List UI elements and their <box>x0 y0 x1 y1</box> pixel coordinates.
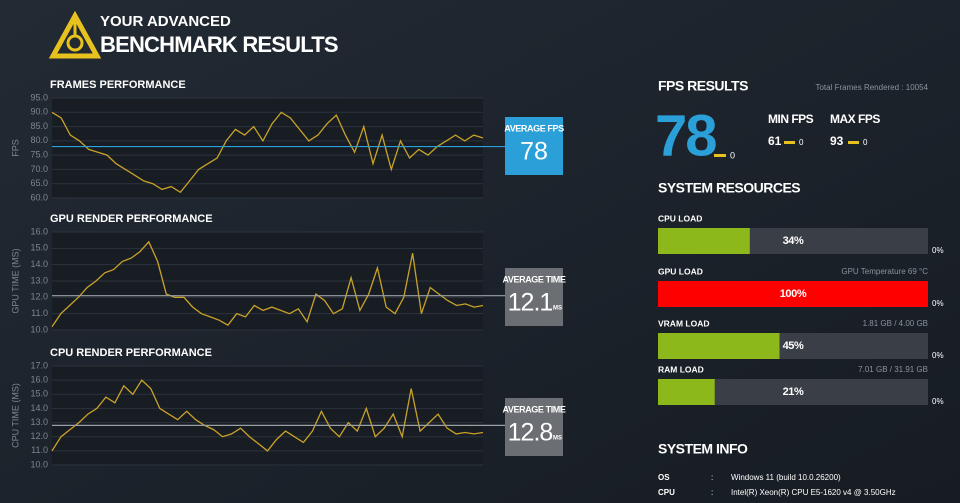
bar-value-label: 45% <box>783 340 804 352</box>
y-axis-label: CPU TIME (MS) <box>10 383 20 448</box>
y-tick-label: 70.0 <box>30 164 48 174</box>
plot-area <box>52 366 483 465</box>
info-label: OS <box>658 473 670 482</box>
min-fps: 61 <box>768 134 782 148</box>
resource-label: RAM LOAD <box>658 364 704 374</box>
y-tick-label: 60.0 <box>30 192 48 202</box>
header-line1: YOUR ADVANCED <box>100 13 231 30</box>
average-label: AVERAGE TIME <box>502 404 565 414</box>
bar <box>658 333 780 359</box>
y-tick-label: 16.0 <box>30 375 48 385</box>
chart-title: FRAMES PERFORMANCE <box>50 79 186 91</box>
info-value: Windows 11 (build 10.0.26200) <box>731 473 841 482</box>
chart-title: GPU RENDER PERFORMANCE <box>50 213 213 225</box>
side-label: 0% <box>932 351 944 360</box>
resource-detail: 7.01 GB / 31.91 GB <box>858 365 928 374</box>
min-delta: 0 <box>799 138 804 147</box>
system-resources-title: SYSTEM RESOURCES <box>658 180 800 196</box>
header-line2: BENCHMARK RESULTS <box>100 32 338 57</box>
average-unit: MS <box>553 306 562 312</box>
side-label: 0% <box>932 397 944 406</box>
average-box <box>505 398 563 456</box>
side-label: 0% <box>932 299 944 308</box>
y-tick-label: 17.0 <box>30 360 48 370</box>
resource-label: VRAM LOAD <box>658 318 709 328</box>
total-frames: Total Frames Rendered : 10054 <box>815 83 928 92</box>
info-separator: : <box>711 488 713 497</box>
bar <box>658 379 715 405</box>
y-tick-label: 85.0 <box>30 121 48 131</box>
y-tick-label: 75.0 <box>30 150 48 160</box>
average-value: 12.1 <box>508 289 553 317</box>
resource-detail: GPU Temperature 69 °C <box>841 267 928 276</box>
y-tick-label: 15.0 <box>30 243 48 253</box>
bar <box>658 281 928 307</box>
data-line <box>51 111 484 194</box>
y-tick-label: 80.0 <box>30 135 48 145</box>
y-tick-label: 90.0 <box>30 107 48 117</box>
max-fps-label: MAX FPS <box>830 112 880 126</box>
y-tick-label: 10.0 <box>30 459 48 469</box>
y-tick-label: 16.0 <box>30 226 48 236</box>
bar-value-label: 34% <box>783 235 804 247</box>
y-tick-label: 11.0 <box>31 308 48 318</box>
delta-icon <box>714 154 726 157</box>
y-axis-label: FPS <box>10 139 20 157</box>
info-label: CPU <box>658 488 675 497</box>
resource-detail: 1.81 GB / 4.00 GB <box>863 319 928 328</box>
y-tick-label: 14.0 <box>30 259 48 269</box>
resource-label: CPU LOAD <box>658 213 702 223</box>
average-fps: 78 <box>655 103 716 168</box>
info-value: Intel(R) Xeon(R) CPU E5-1620 v4 @ 3.50GH… <box>731 488 896 497</box>
max-delta: 0 <box>863 138 868 147</box>
y-tick-label: 12.0 <box>30 292 48 302</box>
bar <box>658 228 750 254</box>
info-separator: : <box>711 473 713 482</box>
y-tick-label: 13.0 <box>30 275 48 285</box>
y-axis-label: GPU TIME (MS) <box>10 248 20 313</box>
y-tick-label: 15.0 <box>30 389 48 399</box>
bar-value-label: 100% <box>780 288 807 300</box>
y-tick-label: 12.0 <box>30 431 48 441</box>
system-info-title: SYSTEM INFO <box>658 441 748 457</box>
average-label: AVERAGE FPS <box>504 123 564 133</box>
min-fps-label: MIN FPS <box>768 112 814 126</box>
delta-icon <box>784 141 795 144</box>
average-delta: 0 <box>730 150 735 160</box>
chart-title: CPU RENDER PERFORMANCE <box>50 347 212 359</box>
y-tick-label: 95.0 <box>30 92 48 102</box>
average-value: 78 <box>520 138 548 166</box>
max-fps: 93 <box>830 134 844 148</box>
side-label: 0% <box>932 246 944 255</box>
data-line <box>51 379 484 452</box>
delta-icon <box>848 141 859 144</box>
y-tick-label: 10.0 <box>30 324 48 334</box>
y-tick-label: 14.0 <box>30 403 48 413</box>
y-tick-label: 11.0 <box>31 445 48 455</box>
average-unit: MS <box>553 436 562 442</box>
y-tick-label: 13.0 <box>30 417 48 427</box>
resource-label: GPU LOAD <box>658 266 703 276</box>
bar-value-label: 21% <box>783 386 804 398</box>
average-value: 12.8 <box>508 419 553 447</box>
average-box <box>505 268 563 326</box>
fps-results-title: FPS RESULTS <box>658 78 748 94</box>
data-line <box>51 240 484 328</box>
average-label: AVERAGE TIME <box>502 274 565 284</box>
y-tick-label: 65.0 <box>30 178 48 188</box>
plot-area <box>52 98 483 198</box>
logo <box>48 10 102 59</box>
average-box <box>505 117 563 175</box>
